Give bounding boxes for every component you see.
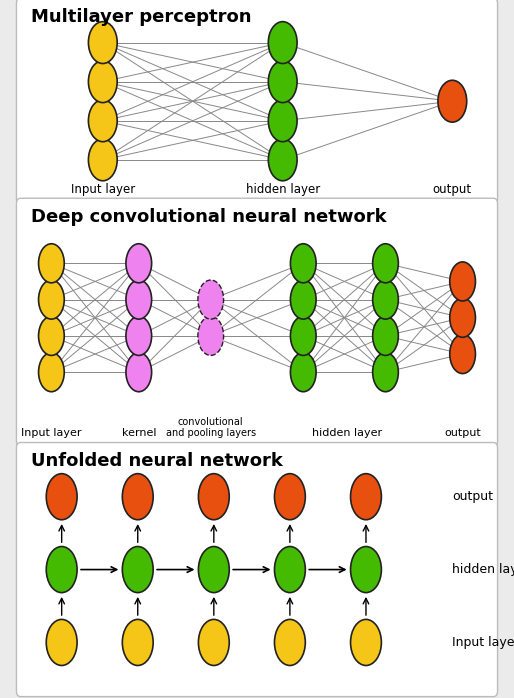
Text: output: output xyxy=(452,490,493,503)
Ellipse shape xyxy=(126,280,152,319)
Text: Input layer: Input layer xyxy=(71,183,135,196)
Ellipse shape xyxy=(351,619,381,665)
Ellipse shape xyxy=(290,316,316,355)
Ellipse shape xyxy=(198,547,229,593)
Ellipse shape xyxy=(450,298,475,337)
Ellipse shape xyxy=(274,547,305,593)
Ellipse shape xyxy=(351,547,381,593)
Text: Unfolded neural network: Unfolded neural network xyxy=(31,452,283,470)
FancyBboxPatch shape xyxy=(16,0,498,205)
Ellipse shape xyxy=(126,352,152,392)
Text: hidden layer: hidden layer xyxy=(246,183,320,196)
Ellipse shape xyxy=(122,547,153,593)
Ellipse shape xyxy=(438,80,467,122)
Ellipse shape xyxy=(274,474,305,520)
Ellipse shape xyxy=(268,139,297,181)
Ellipse shape xyxy=(39,244,64,283)
Text: hidden layer: hidden layer xyxy=(312,429,382,438)
Ellipse shape xyxy=(268,100,297,142)
Text: Multilayer perceptron: Multilayer perceptron xyxy=(31,8,251,26)
Ellipse shape xyxy=(274,619,305,665)
Ellipse shape xyxy=(39,352,64,392)
Ellipse shape xyxy=(198,474,229,520)
Ellipse shape xyxy=(290,244,316,283)
Ellipse shape xyxy=(39,316,64,355)
Ellipse shape xyxy=(290,352,316,392)
Text: convolutional
and pooling layers: convolutional and pooling layers xyxy=(166,417,256,438)
Ellipse shape xyxy=(46,619,77,665)
Ellipse shape xyxy=(46,547,77,593)
Ellipse shape xyxy=(198,619,229,665)
FancyBboxPatch shape xyxy=(16,198,498,447)
Ellipse shape xyxy=(46,474,77,520)
Ellipse shape xyxy=(88,22,117,64)
Text: output: output xyxy=(433,183,472,196)
Ellipse shape xyxy=(373,316,398,355)
Text: hidden layer: hidden layer xyxy=(452,563,514,576)
Ellipse shape xyxy=(88,61,117,103)
Ellipse shape xyxy=(88,100,117,142)
Text: Input layer: Input layer xyxy=(452,636,514,649)
Ellipse shape xyxy=(373,244,398,283)
FancyBboxPatch shape xyxy=(16,443,498,697)
Ellipse shape xyxy=(122,619,153,665)
Ellipse shape xyxy=(122,474,153,520)
Ellipse shape xyxy=(290,280,316,319)
Ellipse shape xyxy=(450,334,475,373)
Ellipse shape xyxy=(126,316,152,355)
Text: output: output xyxy=(444,429,481,438)
Ellipse shape xyxy=(268,22,297,64)
Ellipse shape xyxy=(88,139,117,181)
Ellipse shape xyxy=(198,280,224,319)
Ellipse shape xyxy=(373,280,398,319)
Text: Deep convolutional neural network: Deep convolutional neural network xyxy=(31,208,387,226)
Ellipse shape xyxy=(198,316,224,355)
Ellipse shape xyxy=(351,474,381,520)
Ellipse shape xyxy=(268,61,297,103)
Text: Input layer: Input layer xyxy=(21,429,82,438)
Ellipse shape xyxy=(39,280,64,319)
Ellipse shape xyxy=(373,352,398,392)
Ellipse shape xyxy=(450,262,475,301)
Text: kernel: kernel xyxy=(121,429,156,438)
Ellipse shape xyxy=(126,244,152,283)
